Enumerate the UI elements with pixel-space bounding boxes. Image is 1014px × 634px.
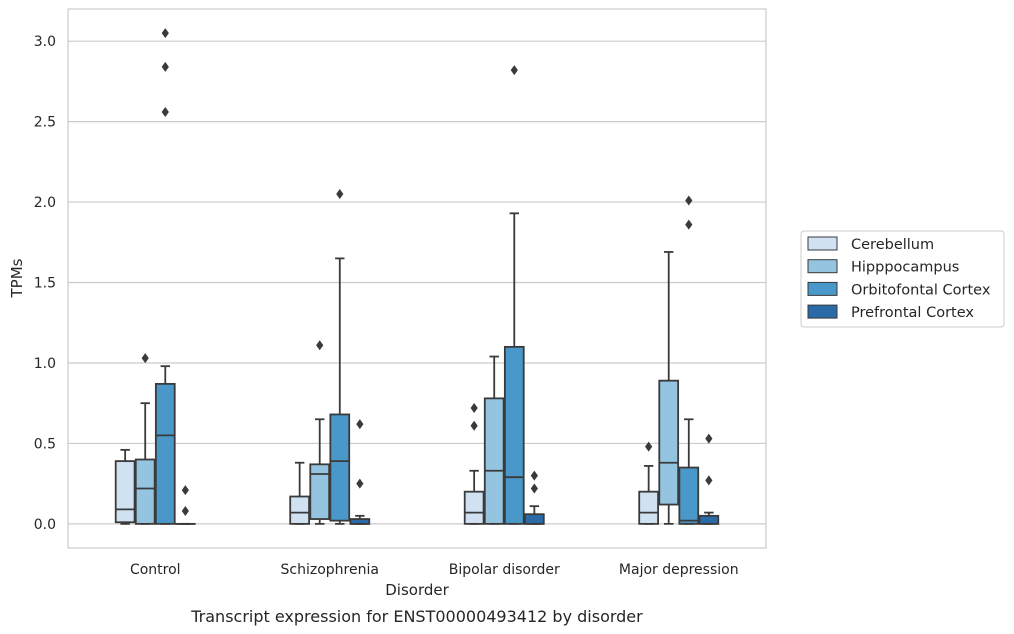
- box-iqr: [309, 463, 331, 520]
- box-iqr: [503, 345, 525, 525]
- box-iqr: [289, 495, 310, 525]
- box-iqr: [329, 413, 351, 522]
- legend-swatch: [807, 281, 838, 296]
- box-hipppocampus-schizophrenia: [309, 340, 331, 525]
- box-cerebellum-schizophrenia: [289, 461, 310, 525]
- box-orbitofontal-cortex-major-depression: [678, 195, 700, 525]
- legend-frame: [800, 230, 1005, 328]
- legend: Cerebellum Hipppocampus Orbitofontal Corte…: [800, 230, 1005, 328]
- box-prefrontal-cortex-schizophrenia: [349, 419, 371, 525]
- box-hipppocampus-major-depression: [658, 251, 680, 525]
- outlier-point: [470, 420, 478, 431]
- outlier-point: [685, 195, 693, 206]
- box-groups: [114, 28, 720, 525]
- legend-label: Prefrontal Cortex: [851, 305, 974, 321]
- outlier-point: [141, 353, 149, 364]
- outlier-point: [181, 505, 189, 516]
- box-cerebellum-control: [114, 448, 136, 525]
- y-tick-label: 2.0: [34, 195, 56, 211]
- box-iqr: [638, 490, 659, 525]
- y-tick-label: 3.0: [34, 34, 56, 50]
- legend-label: Hipppocampus: [851, 260, 959, 276]
- outlier-point: [645, 441, 653, 452]
- box-prefrontal-cortex-major-depression: [698, 433, 720, 525]
- outlier-point: [161, 28, 169, 39]
- x-tick-label: Bipolar disorder: [449, 562, 560, 578]
- legend-swatch: [807, 236, 838, 251]
- box-iqr: [483, 397, 505, 525]
- box-iqr: [463, 490, 485, 525]
- box-iqr: [698, 514, 720, 525]
- box-prefrontal-cortex-bipolar-disorder: [524, 470, 545, 525]
- y-tick-label: 2.5: [34, 115, 56, 131]
- y-tick-label: 1.5: [34, 276, 56, 292]
- legend-label: Orbitofontal Cortex: [851, 282, 991, 298]
- x-tick-label: Control: [130, 562, 181, 578]
- outlier-point: [181, 485, 189, 496]
- plot-frame: [67, 8, 767, 549]
- box-prefrontal-cortex-control: [175, 485, 196, 525]
- legend-label: Cerebellum: [851, 237, 934, 253]
- outlier-point: [336, 189, 344, 200]
- y-tick-label: 0.5: [34, 436, 56, 452]
- box-cerebellum-major-depression: [638, 441, 659, 525]
- box-iqr: [134, 458, 156, 525]
- outlier-point: [316, 340, 324, 351]
- box-orbitofontal-cortex-schizophrenia: [329, 189, 351, 525]
- x-tick-label: Schizophrenia: [281, 562, 379, 578]
- box-hipppocampus-bipolar-disorder: [483, 355, 505, 525]
- y-axis-label: TPMs: [8, 258, 26, 298]
- chart-caption: Transcript expression for ENST0000049341…: [190, 607, 643, 626]
- outlier-point: [356, 478, 364, 489]
- y-gridlines: [68, 40, 766, 525]
- outlier-point: [705, 475, 713, 486]
- outlier-point: [510, 65, 518, 76]
- legend-swatch: [807, 304, 838, 319]
- outlier-point: [161, 106, 169, 117]
- x-axis-label: Disorder: [385, 581, 449, 599]
- x-tick-label: Major depression: [619, 562, 739, 578]
- legend-swatch: [807, 259, 838, 274]
- outlier-point: [530, 483, 538, 494]
- box-hipppocampus-control: [134, 353, 156, 525]
- y-tick-label: 0.0: [34, 517, 56, 533]
- y-tick-label: 1.0: [34, 356, 56, 372]
- x-tick-labels: Control Schizophrenia Bipolar disorder Majo…: [130, 562, 739, 578]
- box-orbitofontal-cortex-control: [154, 28, 176, 525]
- outlier-point: [530, 470, 538, 481]
- outlier-point: [705, 433, 713, 444]
- box-iqr: [114, 460, 136, 524]
- box-iqr: [524, 513, 545, 525]
- box-iqr: [154, 382, 176, 525]
- outlier-point: [685, 219, 693, 230]
- y-tick-labels: 0.0 0.5 1.0 1.5 2.0 2.5 3.0: [34, 34, 56, 533]
- box-cerebellum-bipolar-disorder: [463, 403, 485, 525]
- outlier-point: [356, 419, 364, 430]
- outlier-point: [470, 403, 478, 414]
- box-iqr: [658, 379, 680, 506]
- outlier-point: [161, 61, 169, 72]
- box-iqr: [678, 466, 700, 525]
- box-orbitofontal-cortex-bipolar-disorder: [503, 65, 525, 525]
